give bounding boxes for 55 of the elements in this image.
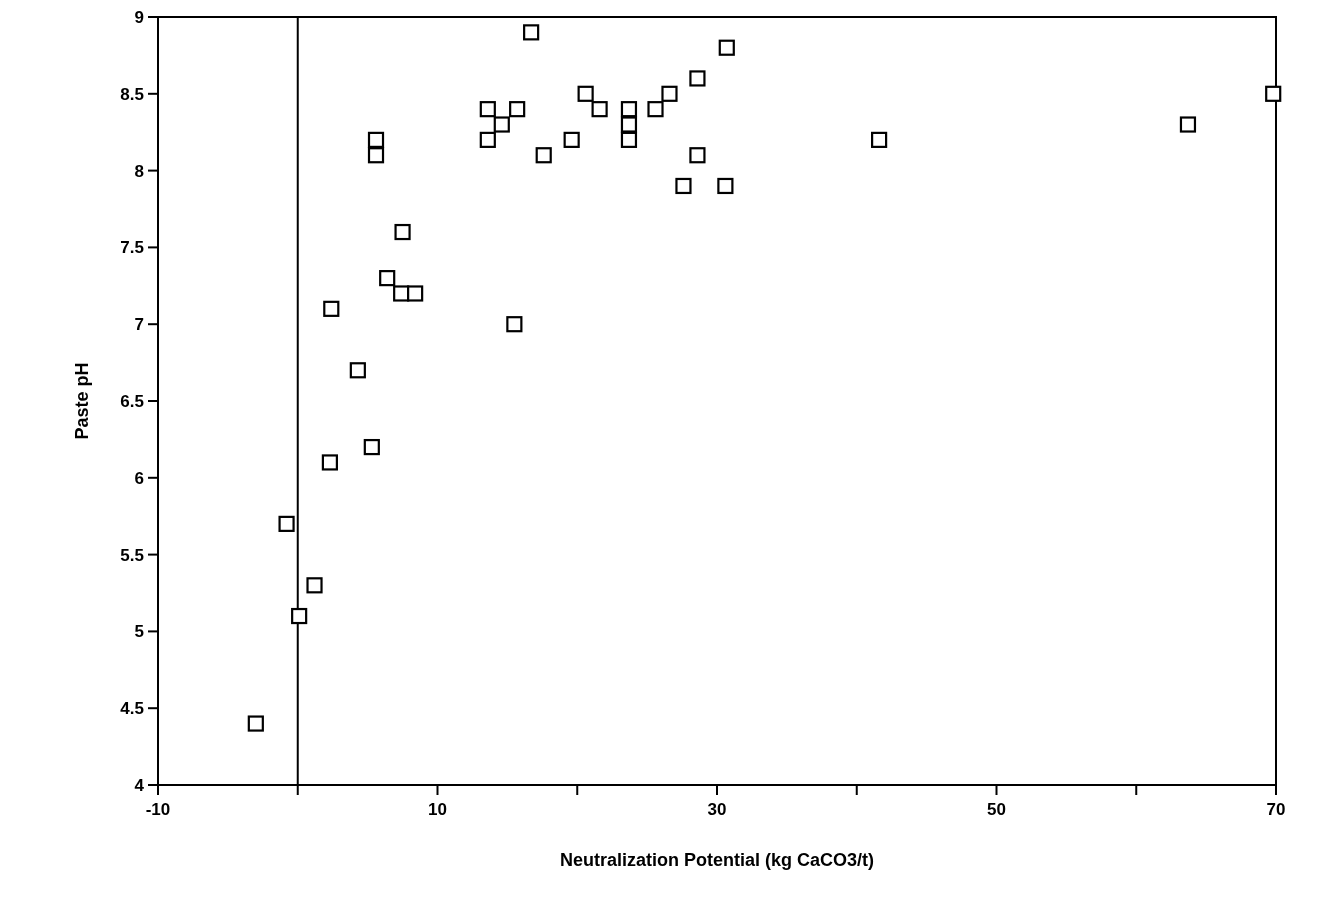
point <box>363 438 380 456</box>
point <box>647 101 664 118</box>
point <box>379 270 396 287</box>
point <box>577 85 594 102</box>
point <box>675 177 692 195</box>
y-tick-label: 8 <box>134 161 144 181</box>
x-axis-title: Neutralization Potential (kg CaCO3/t) <box>559 850 875 870</box>
y-tick-label: 7 <box>134 315 144 335</box>
y-tick-label: 9 <box>134 8 144 27</box>
point <box>349 362 366 379</box>
x-tick-label: 10 <box>428 800 447 819</box>
point <box>367 147 385 164</box>
point <box>871 131 888 148</box>
point <box>689 147 706 164</box>
point <box>278 515 295 532</box>
point <box>394 223 411 241</box>
point <box>291 607 308 625</box>
point <box>407 285 424 302</box>
x-tick-label: 50 <box>987 800 1006 819</box>
point <box>1179 116 1197 133</box>
point <box>1265 85 1282 102</box>
point <box>479 131 496 148</box>
point <box>321 454 338 471</box>
point <box>523 24 540 41</box>
point <box>718 39 735 56</box>
y-tick-label: 8.5 <box>120 84 144 104</box>
y-tick-label: 6.5 <box>120 392 144 411</box>
y-tick-label: 5.5 <box>120 545 144 565</box>
y-tick-label: 4.5 <box>120 699 144 719</box>
x-tick-label: 70 <box>1266 800 1286 819</box>
y-tick-label: 6 <box>134 468 144 488</box>
y-tick-label: 7.5 <box>120 238 144 258</box>
point <box>689 70 706 87</box>
point <box>509 101 526 118</box>
point <box>506 316 523 333</box>
point <box>620 101 638 118</box>
point <box>493 116 510 133</box>
point <box>306 577 323 594</box>
point <box>393 285 410 302</box>
y-tick-label: 5 <box>134 622 144 642</box>
point <box>620 131 638 148</box>
point <box>591 101 608 118</box>
point <box>479 101 496 118</box>
point <box>323 300 340 317</box>
point <box>563 131 580 148</box>
x-tick-label: 30 <box>707 800 727 819</box>
y-tick-label: 4 <box>134 776 145 795</box>
point <box>620 116 638 133</box>
point <box>367 131 385 148</box>
point <box>247 715 264 732</box>
point <box>661 85 678 102</box>
x-tick-label: -10 <box>145 800 171 819</box>
point <box>535 147 552 164</box>
point <box>717 177 734 195</box>
y-axis-title: Paste pH <box>72 362 92 440</box>
